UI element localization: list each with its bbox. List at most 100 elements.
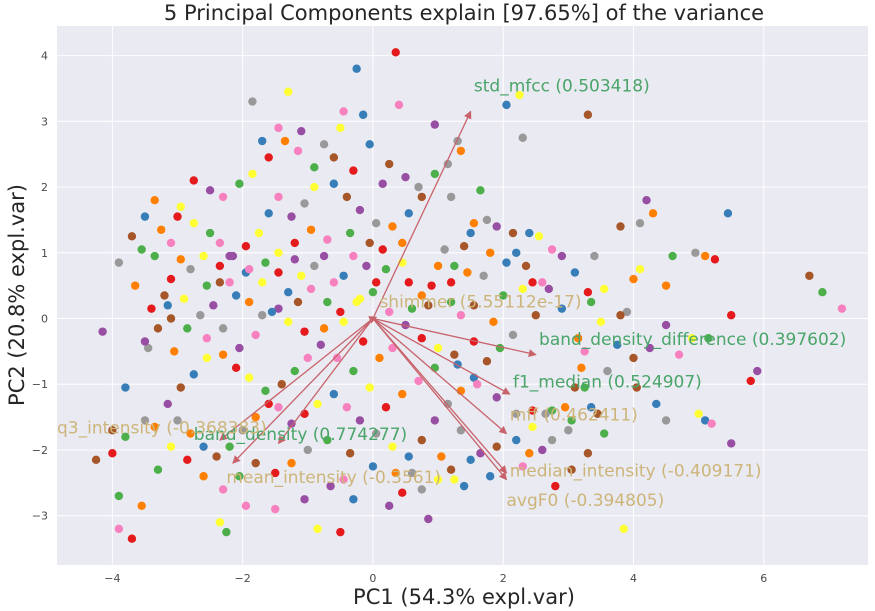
data-point (417, 192, 426, 202)
data-point (362, 261, 371, 271)
data-point (528, 422, 537, 432)
data-point (424, 514, 433, 524)
data-point (310, 163, 319, 172)
data-point (746, 376, 755, 386)
data-point (596, 317, 606, 326)
data-point (114, 258, 124, 267)
data-point (430, 416, 440, 425)
data-point (274, 248, 283, 257)
data-point (140, 416, 150, 425)
data-point (417, 334, 426, 343)
data-point (368, 288, 378, 297)
loading-arrow (372, 317, 537, 358)
data-point (564, 426, 573, 435)
data-point (264, 153, 273, 162)
data-point (261, 258, 270, 267)
data-point (707, 419, 716, 428)
loading-arrow (277, 318, 374, 445)
data-point (603, 366, 612, 376)
data-point (629, 274, 638, 284)
data-point (196, 311, 205, 320)
data-point (179, 294, 189, 303)
data-point (668, 251, 677, 261)
data-point (518, 133, 527, 142)
data-point (257, 311, 267, 320)
data-point (157, 225, 166, 234)
data-point (580, 383, 589, 392)
data-point (336, 527, 345, 537)
data-point (368, 462, 378, 471)
y-tick-label: −2 (32, 444, 48, 457)
data-point (209, 301, 218, 310)
data-point (218, 485, 228, 494)
data-point (459, 242, 469, 251)
data-point (704, 334, 713, 343)
data-point (355, 416, 365, 425)
x-tick-label: −4 (104, 572, 120, 585)
data-point (329, 278, 339, 287)
data-point (485, 248, 495, 257)
data-point (108, 449, 117, 458)
data-point (202, 334, 212, 343)
data-point (381, 265, 391, 274)
data-point (339, 475, 348, 484)
data-point (723, 209, 733, 218)
data-point (586, 297, 596, 307)
data-point (388, 222, 397, 231)
data-point (189, 218, 198, 228)
data-point (472, 380, 482, 389)
data-point (284, 317, 293, 326)
data-point (586, 403, 596, 412)
data-point (430, 363, 440, 373)
loading-label: mff (0.462411) (510, 405, 638, 425)
data-point (329, 179, 339, 188)
data-point (248, 97, 257, 106)
loading-label: std_mfcc (0.503418) (474, 77, 650, 97)
data-point (365, 238, 374, 248)
data-point (424, 301, 433, 310)
data-point (199, 442, 208, 451)
loading-arrow (372, 317, 511, 395)
data-point (130, 281, 140, 290)
data-point (440, 245, 449, 254)
y-tick-label: 1 (41, 247, 48, 260)
data-point (297, 126, 306, 136)
data-point (342, 192, 352, 202)
data-point (492, 222, 501, 231)
data-point (254, 228, 264, 238)
data-point (222, 527, 231, 537)
data-point (349, 366, 358, 376)
data-point (430, 169, 440, 179)
data-point (297, 271, 306, 280)
data-point (277, 380, 286, 389)
data-point (326, 481, 335, 491)
data-point (316, 340, 326, 349)
data-point (652, 399, 661, 409)
loading-label: band_density_difference (0.397602) (539, 330, 846, 350)
data-point (433, 261, 443, 271)
data-point (385, 501, 394, 511)
data-point (244, 297, 254, 307)
data-point (661, 416, 671, 425)
data-point (251, 412, 260, 422)
data-point (538, 445, 547, 455)
data-point (150, 251, 159, 261)
data-point (150, 195, 159, 205)
data-point (238, 426, 247, 435)
data-point (485, 472, 495, 481)
data-point (557, 251, 567, 261)
data-point (492, 393, 501, 402)
data-point (375, 353, 384, 363)
data-point (573, 334, 583, 343)
data-point (225, 278, 234, 287)
data-point (661, 281, 671, 290)
data-point (290, 255, 299, 264)
data-point (189, 370, 198, 379)
data-point (394, 100, 404, 110)
data-point (365, 140, 374, 149)
loading-arrow (372, 318, 508, 474)
data-point (114, 524, 124, 534)
data-point (218, 324, 228, 333)
